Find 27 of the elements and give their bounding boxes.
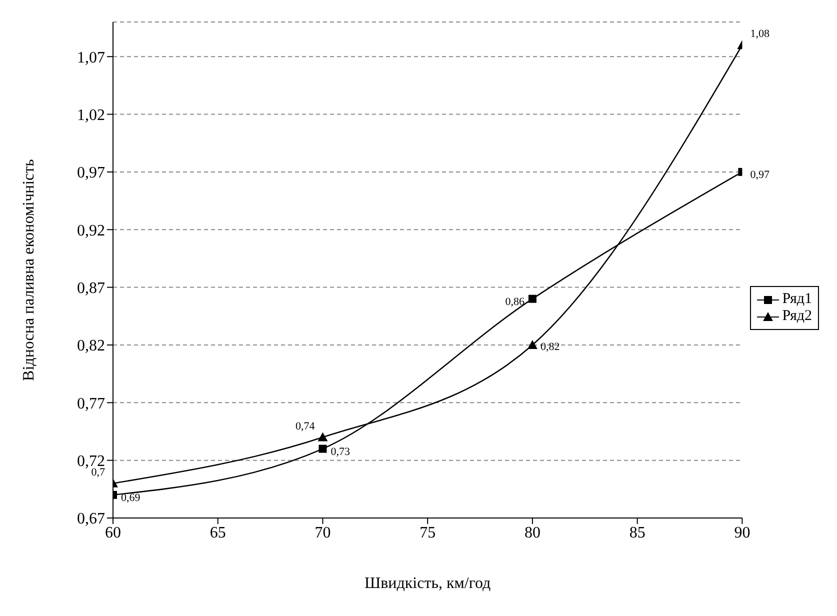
y-tick-label: 0,77 (77, 395, 105, 412)
y-tick-label: 0,67 (77, 510, 105, 528)
legend-label: Ряд2 (782, 308, 812, 325)
data-label: 0,74 (295, 420, 316, 432)
y-tick-label: 0,97 (77, 164, 105, 182)
x-tick-label: 75 (420, 524, 436, 542)
x-tick-label: 60 (105, 524, 121, 542)
data-label: 0,82 (540, 340, 560, 353)
y-tick-label: 0,87 (77, 280, 105, 297)
data-label: 0,97 (750, 168, 770, 181)
data-label: 1,08 (750, 28, 770, 40)
y-axis-title: Відносна паливна економічність (20, 159, 38, 381)
data-label: 0,73 (330, 446, 350, 458)
data-label: 0,69 (121, 492, 141, 504)
x-tick-label: 65 (210, 524, 226, 542)
x-tick-label: 70 (314, 524, 331, 542)
y-tick-label: 0,82 (77, 338, 105, 355)
x-tick-label: 80 (524, 524, 540, 542)
y-tick-label: 1,02 (77, 106, 105, 124)
legend-label: Ряд1 (782, 291, 812, 308)
y-tick-label: 0,92 (77, 222, 105, 240)
data-label: 0,7 (91, 466, 106, 478)
data-label: 0,86 (505, 296, 525, 308)
x-tick-label: 85 (629, 524, 646, 542)
x-axis-title: Швидкість, км/год (364, 575, 491, 592)
y-tick-label: 1,07 (77, 49, 105, 66)
x-tick-label: 90 (734, 524, 750, 542)
